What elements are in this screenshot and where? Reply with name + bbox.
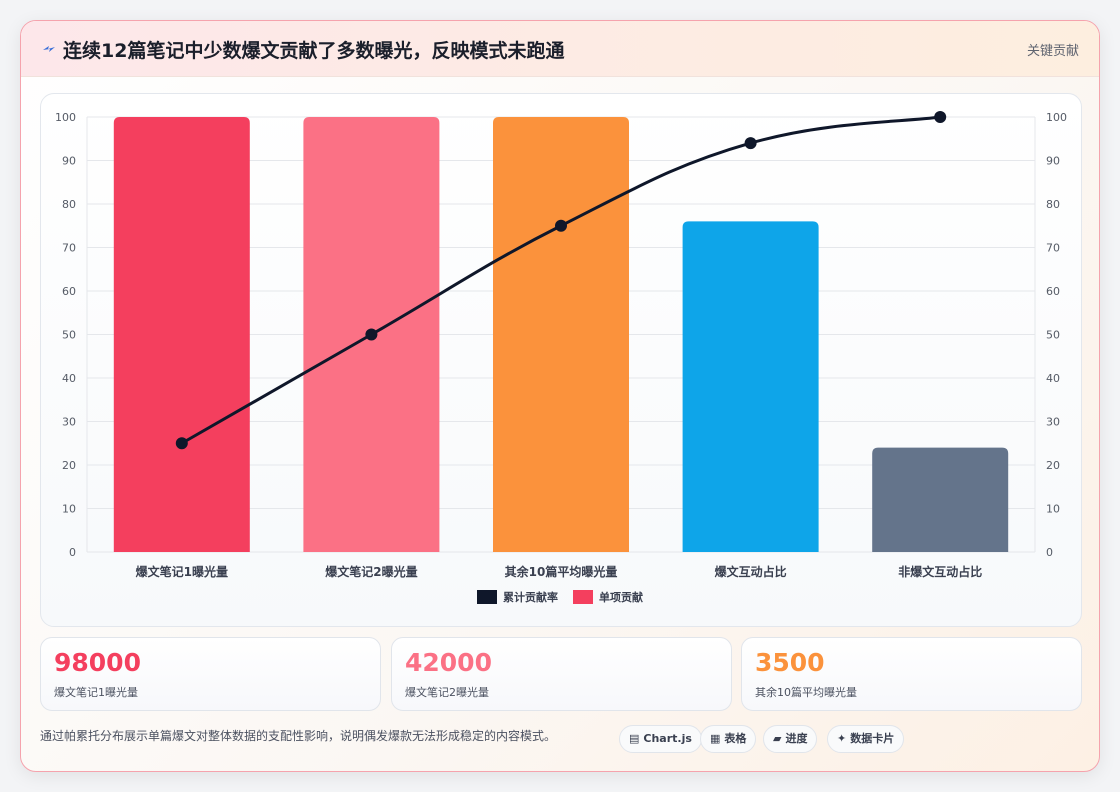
- y2-tick-label: 60: [1046, 285, 1060, 298]
- stat-label: 爆文笔记2曝光量: [405, 686, 489, 699]
- stat-value: 3500: [755, 648, 825, 677]
- lightning-icon: [43, 46, 55, 52]
- y-tick-label: 30: [62, 416, 76, 429]
- bar: [872, 447, 1009, 552]
- y2-tick-label: 20: [1046, 459, 1060, 472]
- y2-tick-label: 10: [1046, 503, 1060, 516]
- chip-progress[interactable]: ▰ 进度: [763, 725, 818, 753]
- y-tick-label: 70: [62, 242, 76, 255]
- chip-chartjs[interactable]: ▤ Chart.js: [619, 725, 702, 753]
- y2-tick-label: 40: [1046, 372, 1060, 385]
- chip-table[interactable]: ▦ 表格: [700, 725, 757, 753]
- sparkle-icon: ✦: [837, 732, 847, 745]
- bar: [682, 221, 819, 552]
- report-card: 连续12篇笔记中少数爆文贡献了多数曝光，反映模式未跑通 关键贡献 0 0 10 10 2…: [20, 20, 1100, 772]
- y-tick-label: 10: [62, 503, 76, 516]
- stat-value: 42000: [405, 648, 492, 677]
- y-tick-label: 80: [62, 198, 76, 211]
- legend-label: 单项贡献: [599, 590, 643, 604]
- x-tick-label: 爆文笔记1曝光量: [136, 564, 228, 579]
- x-tick-label: 其余10篇平均曝光量: [505, 564, 618, 579]
- stat-value: 98000: [54, 648, 141, 677]
- legend-swatch: [573, 590, 593, 604]
- bar: [493, 117, 629, 552]
- pareto-chart: 0 0 10 10 20 20 30 30 40 40 50 50 60 60 70 70 80 80 90 90 10…: [55, 111, 1067, 604]
- y2-tick-label: 90: [1046, 155, 1060, 168]
- header-tag: 关键贡献: [1026, 44, 1079, 59]
- stat-card-2: 42000 爆文笔记2曝光量: [391, 637, 732, 711]
- y2-tick-label: 100: [1046, 111, 1067, 124]
- cumulative-point: [744, 137, 757, 150]
- progress-icon: ▰: [773, 732, 782, 745]
- y2-tick-label: 0: [1046, 546, 1053, 559]
- legend-swatch: [477, 590, 497, 604]
- table-icon: ▦: [710, 732, 721, 745]
- footer-note: 通过帕累托分布展示单篇爆文对整体数据的支配性影响，说明偶发爆款无法形成稳定的内容…: [40, 729, 557, 743]
- y2-tick-label: 30: [1046, 416, 1060, 429]
- stat-card-3: 3500 其余10篇平均曝光量: [741, 637, 1082, 711]
- legend-label: 累计贡献率: [503, 590, 558, 604]
- chip-label: Chart.js: [643, 732, 692, 745]
- stat-label: 爆文笔记1曝光量: [54, 686, 138, 699]
- page-title: 连续12篇笔记中少数爆文贡献了多数曝光，反映模式未跑通: [63, 40, 565, 62]
- y-tick-label: 50: [62, 329, 76, 342]
- y-tick-label: 60: [62, 285, 76, 298]
- cumulative-point: [555, 219, 567, 232]
- y-tick-label: 20: [62, 459, 76, 472]
- y-tick-label: 40: [62, 372, 76, 385]
- stat-card-1: 98000 爆文笔记1曝光量: [40, 637, 381, 711]
- cumulative-point: [934, 111, 947, 123]
- x-tick-label: 爆文互动占比: [715, 564, 787, 579]
- chip-data-card[interactable]: ✦ 数据卡片: [827, 725, 905, 753]
- chart-icon: ▤: [629, 732, 640, 745]
- x-tick-label: 爆文笔记2曝光量: [325, 564, 417, 579]
- chip-label: 表格: [724, 732, 747, 745]
- card-header: 连续12篇笔记中少数爆文贡献了多数曝光，反映模式未跑通 关键贡献: [21, 21, 1099, 77]
- chart-panel: 0 0 10 10 20 20 30 30 40 40 50 50 60 60 70 70 80 80 90 90 10…: [40, 93, 1082, 627]
- y-tick-label: 90: [62, 155, 76, 168]
- y-tick-label: 100: [55, 111, 76, 124]
- stat-label: 其余10篇平均曝光量: [755, 686, 857, 699]
- y2-tick-label: 70: [1046, 242, 1060, 255]
- y2-tick-label: 80: [1046, 198, 1060, 211]
- cumulative-point: [365, 328, 378, 341]
- y-tick-label: 0: [69, 546, 76, 559]
- chip-label: 数据卡片: [850, 732, 895, 745]
- cumulative-point: [175, 437, 188, 450]
- chip-label: 进度: [785, 732, 808, 745]
- bar: [113, 117, 250, 552]
- y2-tick-label: 50: [1046, 329, 1060, 342]
- x-tick-label: 非爆文互动占比: [898, 564, 982, 579]
